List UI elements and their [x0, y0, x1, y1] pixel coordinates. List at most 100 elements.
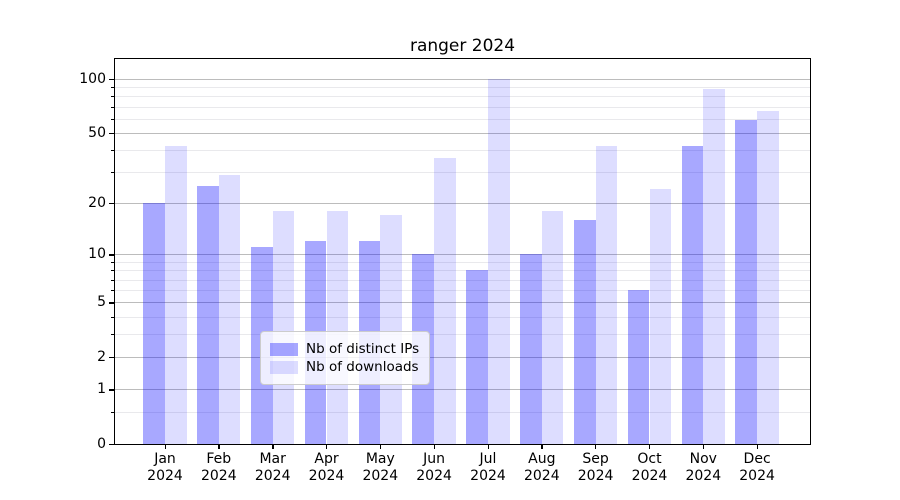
bar-downloads-aug: [541, 211, 564, 444]
x-tick-label-mar: Mar 2024: [241, 451, 305, 485]
y-minor-tick-40: [111, 150, 114, 152]
bar-downloads-jun: [434, 158, 456, 444]
minor-gridline-4: [115, 316, 810, 318]
legend-swatch-downloads: [270, 360, 298, 374]
y-minor-tick-30: [111, 172, 114, 174]
x-label-year: 2024: [739, 468, 775, 484]
y-tick-label-50: 50: [88, 124, 106, 141]
x-tick-label-apr: Apr 2024: [295, 451, 359, 485]
bar-distinct-ips-nov: [681, 146, 704, 444]
bar-distinct-ips-sep: [573, 219, 596, 444]
y-tick-20: [109, 203, 114, 205]
legend-label-downloads: Nb of downloads: [306, 359, 419, 375]
x-tick-aug: [541, 445, 543, 449]
major-gridline-1: [115, 389, 810, 391]
bar-downloads-jan: [165, 146, 187, 444]
minor-gridline-60: [115, 118, 810, 120]
legend-item-distinct-ips: Nb of distinct IPs: [270, 341, 419, 357]
y-tick-2: [109, 357, 114, 359]
x-tick-label-jan: Jan 2024: [133, 451, 197, 485]
y-tick-100: [109, 78, 114, 81]
x-label-month: Jan: [154, 451, 176, 467]
major-gridline-10: [115, 254, 810, 256]
plot-area: [114, 58, 811, 445]
y-minor-tick-3: [111, 334, 114, 336]
bar-downloads-feb: [218, 174, 241, 444]
x-label-month: May: [365, 451, 395, 467]
x-tick-may: [379, 445, 382, 449]
y-tick-5: [109, 302, 114, 304]
x-label-year: 2024: [362, 468, 399, 484]
legend: Nb of distinct IPs Nb of downloads: [260, 331, 430, 385]
x-tick-mar: [272, 445, 274, 449]
y-tick-50: [109, 132, 114, 135]
minor-gridline-30: [115, 172, 810, 174]
bar-distinct-ips-feb: [197, 186, 219, 444]
y-tick-label-2: 2: [97, 349, 106, 366]
bar-downloads-oct: [649, 189, 672, 444]
minor-gridline-70: [115, 106, 810, 108]
x-tick-oct: [649, 445, 651, 449]
y-minor-tick-7: [111, 279, 114, 281]
x-label-month: Sep: [582, 451, 609, 467]
minor-gridline-7: [115, 279, 810, 281]
y-minor-tick-9: [111, 261, 114, 263]
y-minor-tick-70: [111, 106, 114, 108]
chart-title: ranger 2024: [409, 36, 516, 56]
x-label-month: Nov: [689, 451, 717, 467]
x-label-year: 2024: [631, 468, 668, 484]
y-minor-tick-4: [111, 316, 114, 318]
legend-item-downloads: Nb of downloads: [270, 359, 419, 375]
x-label-year: 2024: [147, 468, 183, 484]
minor-gridline-8: [115, 270, 810, 272]
x-tick-label-oct: Oct 2024: [618, 451, 682, 485]
bar-distinct-ips-oct: [627, 290, 650, 444]
y-tick-label-20: 20: [88, 195, 106, 212]
x-label-year: 2024: [416, 468, 452, 484]
x-tick-label-nov: Nov 2024: [671, 451, 735, 485]
x-tick-sep: [595, 445, 597, 449]
y-tick-label-5: 5: [97, 294, 106, 311]
bar-downloads-apr: [326, 211, 349, 444]
minor-gridline-9: [115, 261, 810, 263]
x-tick-label-dec: Dec 2024: [725, 451, 789, 485]
bar-downloads-jul: [488, 78, 510, 444]
y-tick-label-100: 100: [79, 70, 106, 87]
major-gridline-5: [115, 302, 810, 304]
x-label-month: Jun: [423, 451, 446, 467]
x-tick-label-jul: Jul 2024: [456, 451, 520, 485]
x-label-month: Dec: [743, 451, 771, 467]
x-label-month: Jul: [479, 451, 497, 467]
y-minor-tick-90: [111, 87, 114, 89]
x-tick-jul: [487, 445, 489, 449]
x-tick-label-feb: Feb 2024: [187, 451, 251, 485]
bar-downloads-nov: [703, 88, 725, 444]
minor-gridline-6: [115, 290, 810, 291]
y-minor-tick-80: [111, 96, 114, 98]
x-tick-label-aug: Aug 2024: [510, 451, 574, 485]
x-tick-label-sep: Sep 2024: [564, 451, 628, 485]
x-tick-label-may: May 2024: [348, 451, 412, 485]
x-label-year: 2024: [254, 468, 291, 484]
legend-swatch-distinct-ips: [270, 342, 298, 356]
x-tick-apr: [326, 445, 328, 449]
y-tick-10: [109, 254, 114, 256]
y-minor-tick-0.5: [111, 411, 114, 413]
bar-downloads-sep: [595, 146, 618, 444]
x-label-month: Oct: [637, 451, 662, 467]
y-minor-tick-6: [111, 290, 114, 291]
x-tick-label-jun: Jun 2024: [402, 451, 466, 485]
x-tick-dec: [756, 445, 758, 449]
x-label-month: Mar: [259, 451, 286, 467]
bar-distinct-ips-jan: [143, 203, 165, 444]
x-tick-nov: [702, 445, 705, 449]
major-gridline-50: [115, 132, 810, 134]
x-label-year: 2024: [577, 468, 614, 484]
x-tick-feb: [218, 445, 220, 449]
y-tick-1: [109, 389, 114, 391]
x-label-year: 2024: [200, 468, 237, 484]
minor-gridline-3: [115, 334, 810, 336]
minor-gridline-80: [115, 96, 810, 98]
bar-distinct-ips-dec: [735, 120, 758, 444]
x-label-month: Feb: [206, 451, 232, 467]
